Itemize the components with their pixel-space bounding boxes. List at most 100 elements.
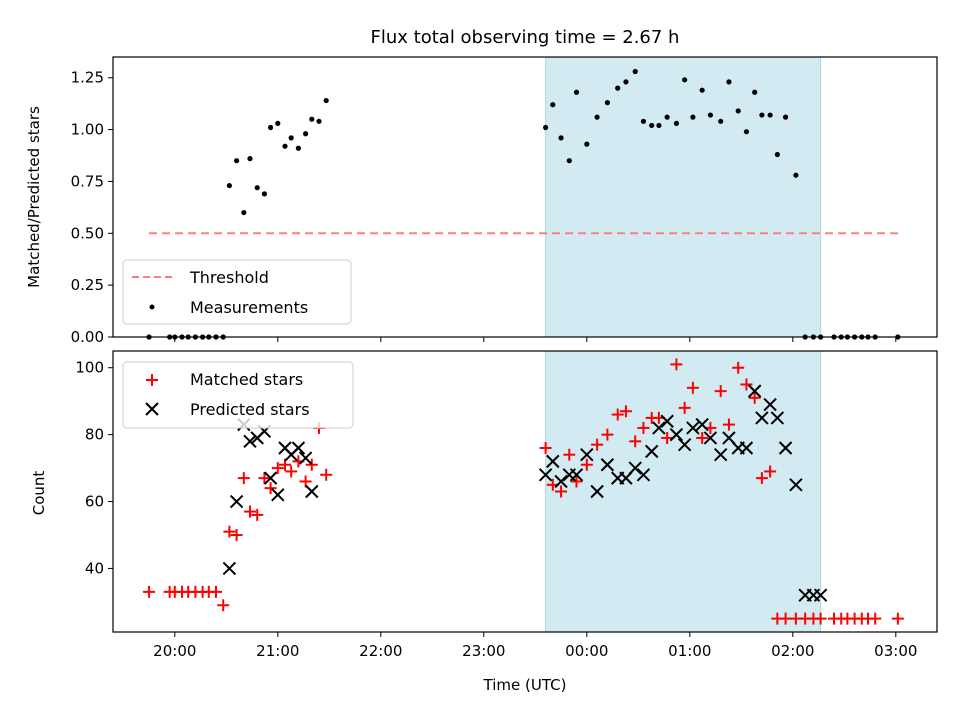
measurement-point	[831, 334, 837, 340]
predicted-point	[755, 411, 769, 425]
predicted-point	[263, 471, 278, 485]
y-tick-label: 1.00	[71, 121, 104, 139]
measurement-point	[859, 334, 865, 340]
predicted-point	[636, 468, 651, 482]
series-matched-stars	[143, 358, 904, 625]
count-axes: 20:00 21:00 22:00 23:00 00:00 01:00 02:00 03:00…	[75, 350, 938, 660]
measurement-point	[316, 118, 322, 124]
matched-point	[779, 612, 792, 625]
measurement-point	[699, 87, 705, 93]
measurement-point	[172, 334, 178, 340]
predicted-point	[554, 474, 568, 489]
matched-point	[264, 482, 277, 495]
measurement-point	[192, 334, 198, 340]
ratio-axes: 0.00 0.25 0.50 0.75 1.00 1.25	[71, 56, 938, 346]
measurement-point	[226, 182, 232, 189]
measurement-point	[200, 334, 206, 340]
x-tick-label: 01:00	[668, 642, 711, 660]
legend-matched-label: Matched stars	[190, 370, 303, 389]
predicted-point	[770, 411, 785, 425]
measurement-point	[649, 122, 655, 129]
measurement-point	[213, 334, 219, 340]
measurement-point	[872, 334, 878, 340]
measurement-point	[566, 158, 572, 164]
measurement-point	[640, 118, 647, 124]
legend-measurements-swatch	[149, 304, 155, 310]
measurement-point	[707, 112, 714, 118]
matched-point	[243, 505, 256, 518]
count-legend: Matched stars Predicted stars	[122, 361, 354, 429]
y-tick-label: 0.25	[71, 276, 104, 294]
matched-point	[601, 428, 614, 441]
matched-point	[740, 378, 753, 391]
measurement-point	[146, 334, 152, 340]
predicted-point	[739, 441, 754, 455]
measurement-point	[220, 334, 226, 340]
predicted-point	[763, 397, 777, 412]
measurement-point	[664, 114, 670, 120]
predicted-point	[747, 384, 762, 398]
matched-point	[570, 475, 583, 488]
y-tick-label: 1.25	[71, 69, 104, 87]
matched-point	[563, 448, 576, 461]
count-y-axis-label: Count	[30, 471, 48, 516]
axes-frame	[112, 56, 938, 338]
predicted-point	[222, 561, 237, 576]
matched-point	[678, 401, 691, 414]
observing-window-shade	[545, 350, 822, 633]
count-panel: Count Time (UTC) 20:00 21:00 22:00 23:00 00:…	[30, 350, 938, 694]
predicted-point	[538, 468, 553, 482]
predicted-point	[652, 421, 666, 435]
x-tick-label: 03:00	[874, 642, 917, 660]
predicted-point	[305, 484, 319, 499]
x-tick-label: 02:00	[771, 642, 814, 660]
matched-point	[217, 599, 230, 612]
measurement-point	[234, 158, 240, 164]
predicted-point	[660, 414, 674, 428]
measurement-point	[261, 191, 268, 197]
measurement-point	[275, 120, 281, 126]
measurement-point	[802, 334, 808, 340]
predicted-point	[713, 447, 728, 462]
predicted-point	[695, 417, 709, 432]
measurement-point	[247, 156, 253, 162]
legend-matched-swatch	[146, 374, 158, 386]
measurement-point	[604, 100, 611, 106]
matched-point	[539, 442, 552, 455]
measurement-point	[690, 114, 696, 120]
measurement-point	[282, 143, 288, 149]
predicted-point	[778, 441, 793, 455]
x-tick-label: 22:00	[359, 642, 402, 660]
ratio-panel: Flux total observing time = 2.67 h Match…	[25, 27, 938, 346]
measurement-point	[774, 151, 780, 158]
matched-point	[670, 358, 683, 371]
matched-point	[591, 438, 604, 451]
measurement-point	[767, 112, 773, 118]
y-tick-label: 100	[75, 359, 104, 377]
measurement-point	[206, 334, 212, 340]
observing-window-shade	[545, 56, 822, 338]
matched-point	[696, 431, 709, 444]
measurement-point	[288, 135, 294, 141]
measurement-point	[752, 89, 758, 95]
y-tick-label: 0.00	[71, 328, 104, 346]
matched-point	[611, 408, 624, 421]
axes-frame	[112, 350, 938, 633]
ratio-marks	[146, 68, 901, 340]
time-x-axis-label: Time (UTC)	[483, 676, 567, 694]
measurement-point	[759, 112, 765, 118]
measurement-point	[267, 124, 274, 131]
matched-point	[619, 405, 632, 418]
chart-title: Flux total observing time = 2.67 h	[371, 27, 680, 48]
matched-point	[580, 458, 593, 471]
matched-point	[271, 462, 284, 475]
ratio-legend: Threshold Measurements	[122, 259, 352, 325]
predicted-point	[600, 458, 615, 472]
measurement-point	[584, 141, 590, 147]
series-measurements	[146, 68, 901, 340]
matched-point	[637, 421, 650, 434]
count-shaded-region	[545, 350, 822, 633]
predicted-point	[243, 434, 257, 449]
matched-point	[210, 585, 222, 598]
